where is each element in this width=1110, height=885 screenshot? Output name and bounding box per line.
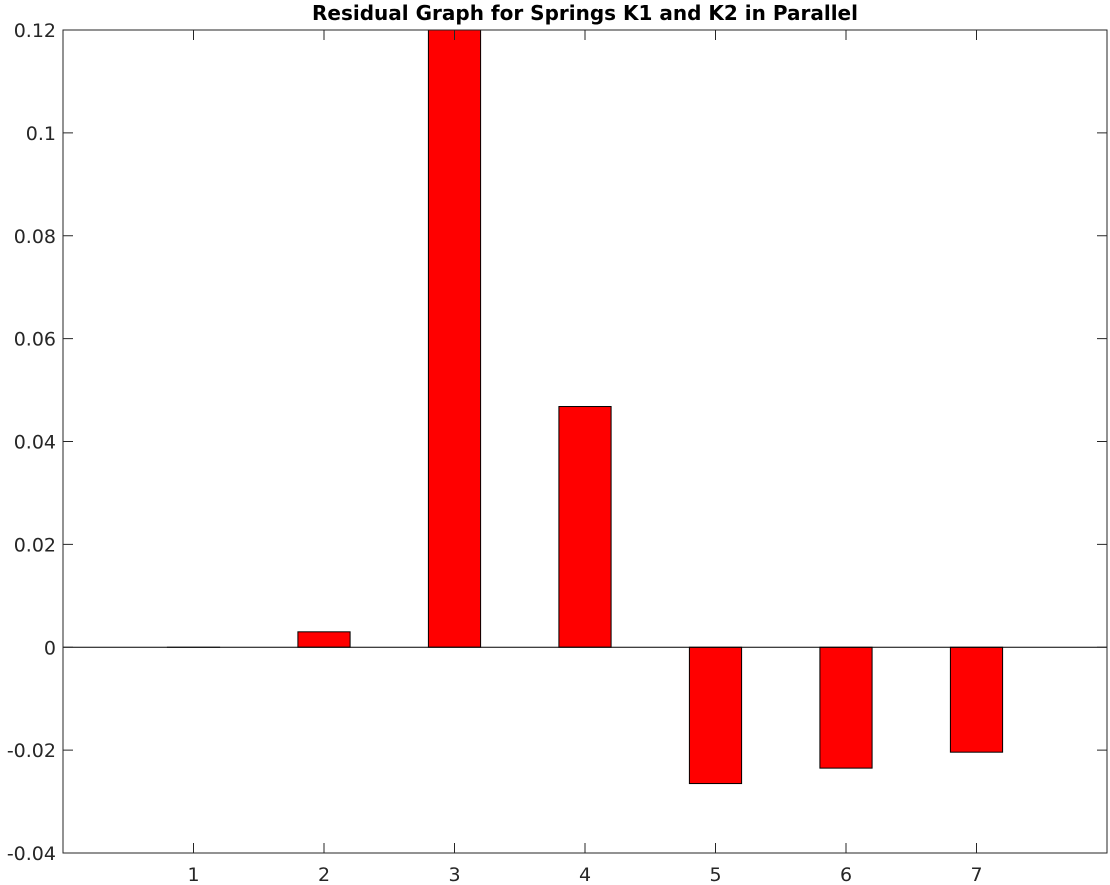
x-tick-label: 1 [187, 864, 199, 885]
y-tick-label: 0.06 [14, 329, 56, 351]
x-tick-label: 7 [970, 864, 982, 885]
y-tick-label: 0.08 [14, 226, 56, 248]
y-tick-label: 0.1 [26, 123, 56, 145]
bar-7 [949, 646, 1004, 753]
bar-4 [558, 406, 612, 648]
bar-5 [688, 646, 743, 785]
y-tick-label: -0.04 [7, 843, 56, 865]
x-tick-label: 2 [318, 864, 330, 885]
plot-area: -0.04 -0.02 0 0.02 0.04 0.06 0.08 0.1 0.12 1 2 3 4 5 6… [7, 20, 1108, 885]
chart-title: Residual Graph for Springs K1 and K2 in … [312, 1, 858, 25]
x-tick-label: 5 [709, 864, 721, 885]
x-tick-label: 3 [448, 864, 460, 885]
y-tick-label: 0.02 [14, 534, 56, 556]
bar-3 [427, 29, 482, 648]
bar-2 [297, 631, 351, 648]
x-tick-label: 4 [579, 864, 591, 885]
y-tick-label: 0 [44, 637, 56, 659]
y-tick-label: -0.02 [7, 740, 56, 762]
x-tick-label: 6 [840, 864, 852, 885]
y-tick-label: 0.04 [14, 432, 56, 454]
y-tick-label: 0.12 [14, 20, 56, 42]
bar-6 [819, 646, 873, 769]
